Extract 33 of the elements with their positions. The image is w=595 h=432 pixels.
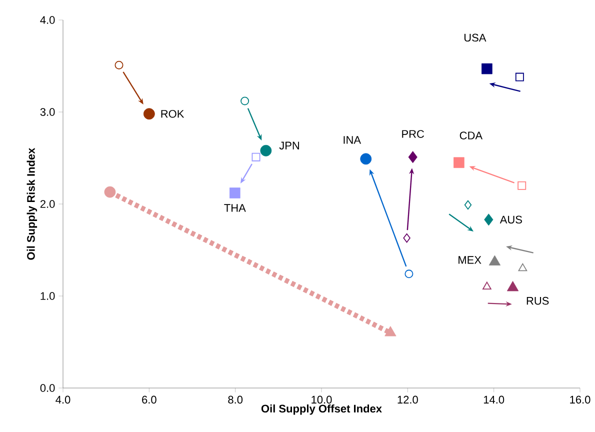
point [230,188,240,198]
series-label: INA [344,136,362,144]
series-label: PRC [402,130,424,138]
y-axis-title: Oil Supply Risk Index [26,148,38,260]
point [408,151,418,164]
series-label: AUS [500,216,522,224]
x-tick-label: 14.0 [484,396,504,404]
x-tick-label: 8.0 [228,396,243,404]
x-tick-label: 12.0 [398,396,418,404]
point [104,186,116,198]
point [482,63,492,74]
series-label: CDA [460,132,483,140]
x-tick-label: 6.0 [142,396,156,404]
point [143,108,155,120]
y-tick-label: 2.0 [40,200,55,208]
x-tick-label: 4.0 [56,396,70,404]
point [488,255,501,266]
point [360,153,372,165]
y-tick-label: 4.0 [40,16,55,24]
series-label: THA [224,204,246,212]
series-label: ROK [161,110,184,118]
legend-label: RUS [526,296,549,305]
point [454,157,464,168]
x-tick-label: 16.0 [570,396,590,404]
x-tick-label: 10.0 [312,396,332,404]
series-label: MEX [458,256,482,264]
y-tick-label: 3.0 [40,108,55,116]
series-label: USA [464,34,486,42]
x-axis-title: Oil Supply Offset Index [261,404,382,415]
point [384,326,396,336]
series-label: JPN [279,142,299,150]
y-tick-label: 0.0 [40,384,55,392]
y-tick-label: 1.0 [40,292,55,300]
